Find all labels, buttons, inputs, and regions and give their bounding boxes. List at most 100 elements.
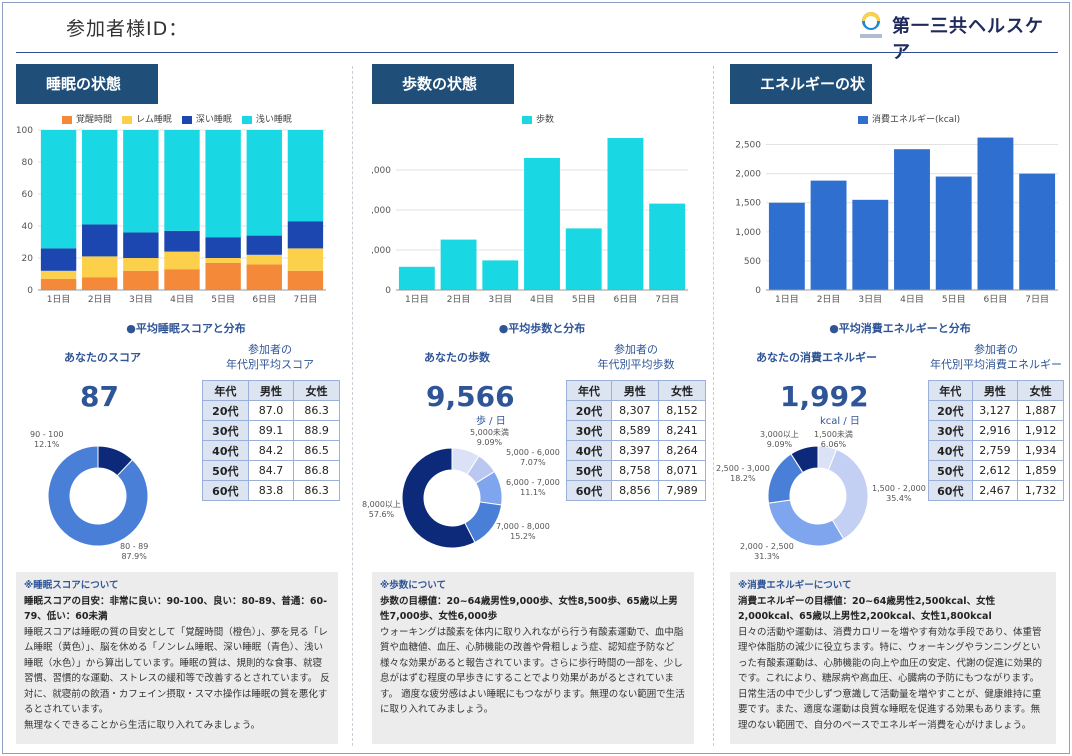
x-tick-label: 5日目 xyxy=(572,294,596,304)
x-tick-label: 6日目 xyxy=(984,294,1008,304)
donut-label-6000-7000: 6,000 - 7,000 11.1% xyxy=(506,478,560,497)
y-tick-label: 0 xyxy=(385,286,391,296)
brand-logo: 第一三共ヘルスケア xyxy=(858,10,1058,63)
bar-0-day-2 xyxy=(810,180,847,290)
steps-note-box: ※歩数について 歩数の目標値：20~64歳男性9,000歩、女性8,500歩、6… xyxy=(372,572,694,744)
age-group-cell: 50代 xyxy=(202,460,249,481)
column-divider xyxy=(713,66,714,746)
bar-0-day-4 xyxy=(894,149,930,290)
value-cell: 2,916 xyxy=(971,420,1019,441)
age-group-cell: 60代 xyxy=(928,480,973,501)
value-cell: 8,241 xyxy=(657,420,707,441)
value-cell: 84.7 xyxy=(247,460,295,481)
sleep-stacked-bar-chart: 0 20 40 60 80 100 1日目 2日目 3日目 4日目 5日目 6日目 7日目 xyxy=(16,126,326,304)
bar-0-day-7 xyxy=(287,270,324,290)
table-header-row: 年代 男性 女性 xyxy=(202,380,340,401)
bar-0-day-6 xyxy=(246,264,282,290)
bar-1-day-7 xyxy=(287,248,324,271)
note-target: 睡眠スコアの目安：非常に良い：90-100、良い：80-89、普通：60-79、… xyxy=(24,595,328,623)
legend-item-deep: 深い睡眠 xyxy=(181,112,232,125)
x-tick-label: 3日目 xyxy=(858,294,882,304)
donut-label-1500-2000: 1,500 - 2,000 35.4% xyxy=(872,484,926,503)
x-tick-label: 4日目 xyxy=(530,294,554,304)
x-tick-label: 1日目 xyxy=(775,294,799,304)
value-cell: 84.2 xyxy=(247,440,295,461)
table-row: 30代 8,589 8,241 xyxy=(566,420,707,441)
bar-1-day-3 xyxy=(123,258,159,271)
age-group-cell: 20代 xyxy=(202,400,249,421)
bar-3-day-4 xyxy=(164,130,200,231)
table-row: 60代 2,467 1,732 xyxy=(928,480,1064,501)
y-tick-label: 2,500 xyxy=(735,141,761,151)
value-cell: 8,307 xyxy=(610,400,659,421)
table-header-cell: 女性 xyxy=(1017,380,1064,401)
bar-2-day-2 xyxy=(82,224,118,257)
x-tick-label: 7日目 xyxy=(294,294,318,304)
energy-note-box: ※消費エネルギーについて 消費エネルギーの目標値：20~64歳男性2,500kc… xyxy=(730,572,1056,744)
donut-slice-1 xyxy=(47,445,149,547)
bar-0-day-3 xyxy=(123,270,159,290)
note-title: ※睡眠スコアについて xyxy=(24,580,119,591)
value-cell: 83.8 xyxy=(247,480,295,501)
donut-label-under-1500: 1,500未満 6.06% xyxy=(814,430,853,449)
value-cell: 1,887 xyxy=(1017,400,1064,421)
sleep-section-title: 睡眠の状態 xyxy=(16,64,158,104)
table-row: 20代 3,127 1,887 xyxy=(928,400,1064,421)
note-target: 消費エネルギーの目標値：20~64歳男性2,500kcal、女性2,000kca… xyxy=(738,595,996,623)
value-cell: 86.5 xyxy=(293,440,340,461)
x-tick-label: 7日目 xyxy=(655,294,679,304)
table-row: 50代 84.7 86.8 xyxy=(202,460,340,481)
table-header-cell: 年代 xyxy=(202,380,249,401)
table-row: 40代 84.2 86.5 xyxy=(202,440,340,461)
your-steps-unit: 歩 / 日 xyxy=(476,416,506,427)
y-tick-label: 5,000 xyxy=(372,246,391,256)
y-tick-label: 10,000 xyxy=(372,206,391,216)
bar-1-day-2 xyxy=(82,256,118,278)
y-tick-label: 80 xyxy=(22,158,34,168)
value-cell: 1,912 xyxy=(1017,420,1064,441)
bar-0-day-1 xyxy=(768,202,805,290)
value-cell: 2,467 xyxy=(971,480,1019,501)
x-tick-label: 1日目 xyxy=(47,294,71,304)
bar-0-day-5 xyxy=(565,228,602,290)
your-steps-label: あなたの歩数 xyxy=(424,351,490,364)
age-group-cell: 20代 xyxy=(928,400,973,421)
sleep-age-table: 年代 男性 女性 20代 87.0 86.3 30代 89.1 88.9 40代 84.2 86.5 5… xyxy=(202,380,340,501)
table-row: 30代 2,916 1,912 xyxy=(928,420,1064,441)
x-tick-label: 3日目 xyxy=(488,294,512,304)
note-body: 睡眠スコアは睡眠の質の目安として「覚醒時間（橙色）」、夢を見る「レム睡眠（黄色）… xyxy=(24,626,330,716)
table-row: 50代 8,758 8,071 xyxy=(566,460,707,481)
x-tick-label: 2日目 xyxy=(817,294,841,304)
value-cell: 88.9 xyxy=(293,420,340,441)
donut-label-80-89: 80 - 89 87.9% xyxy=(120,542,149,561)
donut-label-2500-3000: 2,500 - 3,000 18.2% xyxy=(716,464,770,483)
bar-0-day-2 xyxy=(82,277,118,290)
age-group-cell: 20代 xyxy=(566,400,612,421)
x-tick-label: 6日目 xyxy=(614,294,638,304)
x-tick-label: 5日目 xyxy=(942,294,966,304)
value-cell: 86.3 xyxy=(293,480,340,501)
donut-slice-4 xyxy=(401,447,476,549)
bar-0-day-3 xyxy=(482,260,519,290)
donut-slice-4 xyxy=(790,445,819,474)
energy-section: エネルギーの状態 消費エネルギー(kcal) 0 500 1,000 1,500 2,0… xyxy=(716,62,1070,752)
your-score-value: 87 xyxy=(80,380,119,413)
sleep-note-box: ※睡眠スコアについて 睡眠スコアの目安：非常に良い：90-100、良い：80-8… xyxy=(16,572,338,744)
legend-item-rem: レム睡眠 xyxy=(122,112,172,125)
value-cell: 8,152 xyxy=(657,400,707,421)
x-tick-label: 4日目 xyxy=(900,294,924,304)
bar-0-day-5 xyxy=(935,176,972,290)
table-row: 40代 8,397 8,264 xyxy=(566,440,707,461)
x-tick-label: 7日目 xyxy=(1025,294,1049,304)
bar-3-day-1 xyxy=(40,130,77,249)
table-header-cell: 年代 xyxy=(928,380,973,401)
energy-section-title: エネルギーの状態 xyxy=(730,64,872,133)
sleep-section: 睡眠の状態 覚醒時間 レム睡眠 深い睡眠 浅い睡眠 0 20 40 60 80 100 1日… xyxy=(16,62,356,752)
value-cell: 8,758 xyxy=(610,460,659,481)
bar-0-day-6 xyxy=(607,138,644,290)
y-tick-label: 20 xyxy=(22,254,34,264)
table-row: 60代 8,856 7,989 xyxy=(566,480,707,501)
donut-label-7000-8000: 7,000 - 8,000 15.2% xyxy=(496,522,550,541)
donut-label-90-100: 90 - 100 12.1% xyxy=(30,430,64,449)
